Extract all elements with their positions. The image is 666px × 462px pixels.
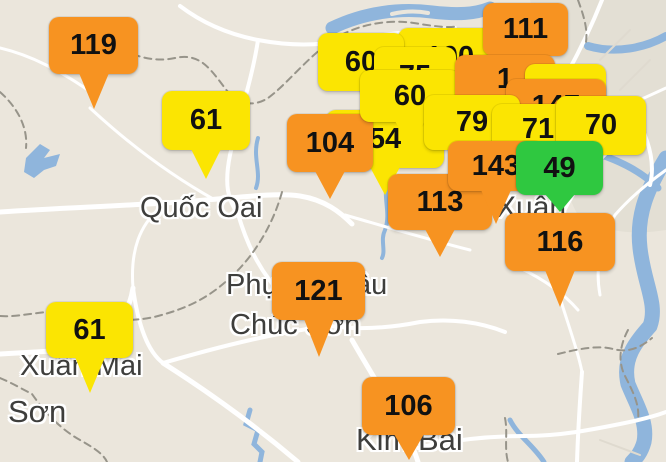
road bbox=[575, 370, 584, 462]
aqi-marker[interactable]: 111 bbox=[483, 3, 568, 56]
marker-pointer bbox=[395, 121, 425, 147]
road bbox=[130, 206, 162, 290]
water-island bbox=[390, 9, 430, 16]
marker-pointer bbox=[393, 434, 424, 460]
road bbox=[343, 213, 472, 252]
aqi-marker[interactable]: 61 bbox=[162, 91, 250, 179]
water-stream-quocoai bbox=[254, 136, 260, 190]
aqi-value: 71 bbox=[521, 112, 555, 145]
marker-pointer bbox=[425, 229, 455, 257]
aqi-marker[interactable]: 121 bbox=[272, 262, 365, 357]
boundary-line bbox=[92, 20, 459, 105]
aqi-value: 121 bbox=[294, 274, 343, 307]
aqi-marker[interactable]: 49 bbox=[516, 141, 603, 212]
boundary-line bbox=[504, 417, 509, 462]
aqi-value: 111 bbox=[502, 13, 549, 45]
road bbox=[328, 318, 507, 334]
road bbox=[160, 360, 301, 462]
aqi-marker[interactable]: 119 bbox=[49, 17, 138, 109]
road bbox=[131, 286, 165, 365]
marker-pointer bbox=[78, 73, 109, 109]
marker-pointer bbox=[544, 194, 575, 212]
marker-pointer bbox=[481, 190, 511, 224]
boundary-line bbox=[0, 377, 108, 462]
marker-pointer bbox=[74, 357, 105, 393]
aqi-value: 49 bbox=[543, 151, 576, 184]
marker-pointer bbox=[545, 270, 575, 307]
boundary-line bbox=[577, 0, 588, 43]
road bbox=[88, 106, 217, 202]
water-stream-south bbox=[243, 407, 265, 462]
aqi-value: 61 bbox=[189, 104, 223, 136]
water-stream-kimbai bbox=[507, 417, 547, 462]
boundary-line bbox=[557, 337, 653, 355]
aqi-value: 116 bbox=[536, 225, 584, 258]
aqi-marker[interactable]: 104 bbox=[287, 114, 373, 199]
boundary-line bbox=[0, 191, 283, 321]
boundary-line bbox=[619, 329, 640, 421]
aqi-marker[interactable]: 60 bbox=[360, 70, 460, 147]
water-lake bbox=[24, 144, 60, 178]
aqi-value: 70 bbox=[584, 109, 618, 141]
boundary-line bbox=[0, 91, 28, 149]
road bbox=[596, 168, 666, 297]
aqi-value: 119 bbox=[70, 29, 117, 61]
water-river-east bbox=[619, 150, 666, 462]
aqi-value: 104 bbox=[305, 126, 355, 159]
aqi-value: 60 bbox=[393, 79, 427, 112]
marker-pointer bbox=[315, 171, 345, 199]
water-stream-topright bbox=[584, 32, 666, 54]
aqi-value: 106 bbox=[384, 389, 433, 422]
road bbox=[416, 410, 666, 450]
aqi-value: 143 bbox=[471, 149, 521, 182]
place-label: Quốc Oai bbox=[140, 192, 263, 224]
marker-pointer bbox=[191, 149, 221, 179]
road-minor bbox=[599, 29, 651, 456]
place-label: Sơn bbox=[8, 394, 67, 429]
aqi-marker[interactable]: 116 bbox=[505, 213, 615, 307]
aqi-marker[interactable]: 106 bbox=[362, 377, 455, 460]
aqi-value: 79 bbox=[455, 106, 489, 138]
aqi-marker[interactable]: 61 bbox=[46, 302, 133, 393]
marker-pointer bbox=[303, 319, 334, 357]
aqi-value: 61 bbox=[73, 313, 106, 346]
